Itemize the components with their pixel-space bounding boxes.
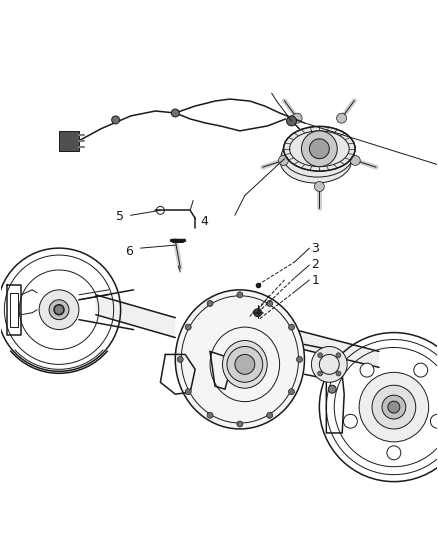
Circle shape xyxy=(227,346,263,382)
Circle shape xyxy=(171,109,179,117)
Circle shape xyxy=(336,371,341,376)
Ellipse shape xyxy=(282,132,353,177)
Ellipse shape xyxy=(175,290,304,429)
Text: 6: 6 xyxy=(126,245,134,258)
Polygon shape xyxy=(294,329,379,367)
Circle shape xyxy=(39,290,79,329)
Circle shape xyxy=(343,414,357,428)
Circle shape xyxy=(388,401,400,413)
Circle shape xyxy=(431,414,438,428)
Circle shape xyxy=(350,156,360,165)
Circle shape xyxy=(382,395,406,419)
Circle shape xyxy=(185,324,191,330)
Polygon shape xyxy=(59,131,79,151)
Text: 3: 3 xyxy=(311,242,319,255)
Circle shape xyxy=(267,413,273,418)
Ellipse shape xyxy=(223,341,267,388)
Circle shape xyxy=(372,385,416,429)
Circle shape xyxy=(237,421,243,427)
Polygon shape xyxy=(96,295,175,337)
Circle shape xyxy=(254,309,262,317)
Circle shape xyxy=(49,300,69,320)
Circle shape xyxy=(311,346,347,382)
Circle shape xyxy=(301,131,337,167)
Circle shape xyxy=(309,139,329,159)
Ellipse shape xyxy=(283,126,355,171)
Circle shape xyxy=(207,301,213,306)
Text: 5: 5 xyxy=(116,211,124,223)
Circle shape xyxy=(336,113,346,123)
Circle shape xyxy=(112,116,120,124)
Circle shape xyxy=(336,353,341,358)
Circle shape xyxy=(54,305,64,314)
Circle shape xyxy=(267,301,273,306)
Text: 1: 1 xyxy=(311,274,319,287)
Circle shape xyxy=(328,385,336,393)
Circle shape xyxy=(279,156,288,165)
Ellipse shape xyxy=(280,139,352,183)
Text: 4: 4 xyxy=(200,215,208,228)
Circle shape xyxy=(289,389,294,394)
Circle shape xyxy=(292,113,302,123)
Circle shape xyxy=(289,324,294,330)
Circle shape xyxy=(235,354,255,374)
Circle shape xyxy=(359,373,429,442)
Circle shape xyxy=(286,116,297,126)
Circle shape xyxy=(297,357,303,362)
Circle shape xyxy=(318,353,323,358)
Circle shape xyxy=(318,371,323,376)
Circle shape xyxy=(387,446,401,460)
Text: 2: 2 xyxy=(311,258,319,271)
Circle shape xyxy=(177,357,183,362)
Circle shape xyxy=(360,363,374,377)
Circle shape xyxy=(414,363,427,377)
Circle shape xyxy=(237,292,243,298)
Circle shape xyxy=(185,389,191,394)
Circle shape xyxy=(314,182,324,191)
Circle shape xyxy=(207,413,213,418)
